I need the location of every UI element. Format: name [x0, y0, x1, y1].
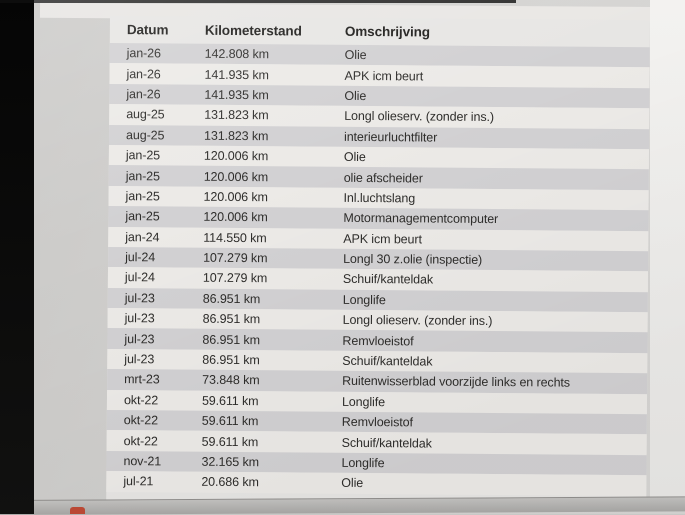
- cell-omschrijving: Olie: [344, 48, 367, 63]
- cell-omschrijving: APK icm beurt: [343, 231, 422, 247]
- cell-omschrijving: Schuif/kanteldak: [342, 272, 434, 288]
- cell-omschrijving: Olie: [341, 476, 364, 491]
- cell-datum: nov-21: [123, 454, 162, 469]
- column-header-omschrijving: Omschrijving: [344, 23, 431, 40]
- cell-datum: mrt-23: [124, 372, 160, 387]
- cell-km: 131.823 km: [204, 128, 269, 143]
- partial-red-app-icon[interactable]: [70, 507, 85, 514]
- cell-datum: jul-24: [125, 250, 156, 265]
- cell-datum: okt-22: [123, 392, 159, 408]
- cell-km: 142.808 km: [204, 46, 270, 62]
- cell-omschrijving: Inl.luchtslang: [343, 190, 416, 206]
- cell-omschrijving: Longl 30 z.olie (inspectie): [343, 251, 483, 268]
- cell-omschrijving: Schuif/kanteldak: [342, 353, 433, 369]
- column-header-datum: Datum: [126, 22, 169, 38]
- cell-omschrijving: Remvloeistof: [341, 415, 413, 430]
- cell-omschrijving: Longl olieserv. (zonder ins.): [342, 313, 493, 329]
- cell-km: 141.935 km: [204, 87, 269, 103]
- cell-km: 32.165 km: [201, 454, 260, 470]
- cell-km: 114.550 km: [203, 230, 267, 245]
- cell-omschrijving: olie afscheider: [343, 170, 423, 185]
- cell-km: 131.823 km: [204, 108, 269, 123]
- cell-omschrijving: Longl olieserv. (zonder ins.): [344, 109, 494, 125]
- cell-datum: jan-24: [125, 229, 160, 245]
- cell-km: 107.279 km: [202, 271, 268, 286]
- cell-datum: jul-23: [124, 331, 155, 347]
- cell-km: 120.006 km: [203, 169, 269, 184]
- table-header-row: Datum Kilometerstand Omschrijving: [110, 16, 650, 47]
- cell-datum: jan-25: [125, 148, 161, 163]
- cell-datum: jan-25: [125, 168, 160, 183]
- cell-omschrijving: Longlife: [341, 455, 385, 471]
- maintenance-history-table: Datum Kilometerstand Omschrijving jan-26…: [106, 16, 650, 506]
- cell-datum: okt-22: [123, 413, 159, 428]
- cell-omschrijving: Longlife: [342, 292, 386, 308]
- cell-datum: jul-23: [124, 291, 155, 306]
- cell-km: 120.006 km: [203, 189, 268, 205]
- cell-datum: jul-23: [124, 311, 155, 326]
- cell-datum: jan-26: [126, 87, 161, 102]
- cell-omschrijving: Olie: [343, 149, 366, 165]
- cell-omschrijving: Remvloeistof: [342, 333, 414, 349]
- cell-km: 107.279 km: [203, 250, 268, 266]
- cell-km: 86.951 km: [202, 312, 261, 327]
- cell-km: 120.006 km: [203, 148, 269, 164]
- cell-datum: jan-25: [125, 209, 160, 224]
- cell-omschrijving: APK icm beurt: [344, 68, 424, 84]
- cell-km: 86.951 km: [202, 291, 261, 307]
- cell-omschrijving: Ruitenwisserblad voorzijde links en rech…: [342, 374, 571, 391]
- cell-datum: okt-22: [123, 433, 158, 448]
- cell-omschrijving: Schuif/kanteldak: [341, 435, 432, 451]
- cell-km: 86.951 km: [202, 352, 260, 368]
- cell-km: 73.848 km: [202, 373, 260, 388]
- cell-omschrijving: Longlife: [341, 394, 386, 409]
- cell-omschrijving: Motormanagementcomputer: [343, 211, 499, 227]
- cell-datum: jul-24: [124, 270, 155, 285]
- cell-km: 120.006 km: [203, 210, 268, 225]
- cell-datum: jan-25: [125, 189, 160, 204]
- screen-right-edge: [650, 0, 685, 500]
- monitor-bezel-top: [0, 0, 516, 3]
- cell-datum: jan-26: [126, 66, 161, 81]
- cell-omschrijving: interieurluchtfilter: [344, 129, 438, 145]
- table-body: jan-26 142.808 km Olie jan-26 141.935 km APK …: [106, 42, 650, 496]
- cell-omschrijving: Olie: [344, 88, 367, 103]
- cell-datum: jul-21: [123, 474, 154, 489]
- table-row: jul-21 20.686 km Olie: [106, 471, 647, 496]
- cell-km: 59.611 km: [201, 434, 259, 449]
- monitor-bezel-left: [0, 0, 34, 514]
- cell-datum: aug-25: [126, 127, 165, 143]
- cell-datum: aug-25: [126, 107, 165, 122]
- cell-datum: jul-23: [124, 352, 155, 367]
- cell-datum: jan-26: [126, 46, 161, 61]
- cell-km: 141.935 km: [204, 67, 269, 82]
- column-header-kilometerstand: Kilometerstand: [204, 22, 302, 39]
- cell-km: 20.686 km: [201, 475, 259, 490]
- cell-km: 86.951 km: [202, 332, 260, 347]
- cell-km: 59.611 km: [201, 393, 259, 409]
- cell-km: 59.611 km: [201, 413, 259, 429]
